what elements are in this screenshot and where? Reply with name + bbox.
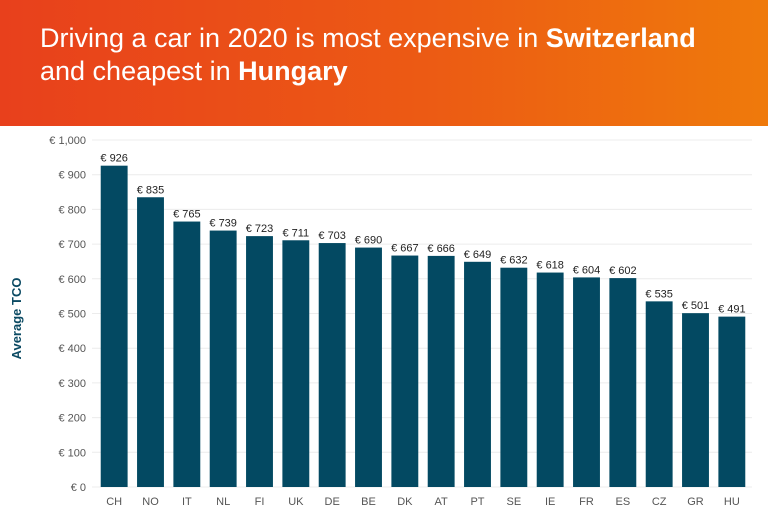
bar-fr [573,277,600,487]
y-tick-label: € 200 [58,413,86,425]
value-label: € 703 [318,230,346,242]
bar-gr [682,313,709,487]
value-label: € 739 [209,218,237,230]
x-tick-label: IE [545,496,555,508]
y-tick-label: € 600 [58,274,86,286]
x-tick-label: CZ [652,496,667,508]
title-highlight-max: Switzerland [545,23,696,53]
bar-fi [246,236,273,487]
value-label: € 618 [536,260,564,272]
y-tick-label: € 100 [58,447,86,459]
x-tick-label: DE [325,496,340,508]
bar-at [427,255,455,487]
value-label: € 602 [609,265,637,277]
value-label: € 632 [500,255,528,267]
bar-uk [282,240,310,487]
bar-ie [536,272,564,487]
x-tick-label: BE [361,496,376,508]
value-label: € 723 [246,223,274,235]
bar-pt [464,261,491,487]
title-banner: Driving a car in 2020 is most expensive … [0,0,768,126]
value-label: € 535 [645,288,673,300]
title-highlight-min: Hungary [238,56,348,86]
y-tick-label: € 500 [58,309,86,321]
y-axis-label: Average TCO [9,278,24,360]
x-tick-label: HU [724,496,740,508]
bar-dk [391,255,419,487]
bar-hu [718,316,746,487]
value-label: € 765 [173,209,201,221]
value-label: € 690 [355,235,383,247]
chart-title: Driving a car in 2020 is most expensive … [40,22,760,88]
bar-de [318,243,346,487]
value-label: € 926 [100,153,128,165]
y-tick-label: € 800 [58,204,86,216]
x-axis-ticks: CH NO IT NL FI UK DE BE DK AT PT SE IE FR ES CZ GR HU [106,496,740,508]
title-line1-text: Driving a car in 2020 is most expensive … [40,23,546,53]
x-tick-label: UK [288,496,304,508]
value-label: € 501 [682,300,710,312]
x-tick-label: PT [470,496,484,508]
value-labels: € 926 € 835 € 765 € 739 € 723 € 711 € 703 € 690… [100,153,745,316]
value-label: € 666 [427,243,455,255]
bar-nl [209,230,237,487]
y-tick-label: € 900 [58,170,86,182]
value-label: € 604 [573,264,601,276]
y-tick-label: € 1,000 [49,135,86,147]
value-label: € 667 [391,243,419,255]
value-label: € 649 [464,249,492,261]
x-tick-label: SE [506,496,521,508]
x-tick-label: FR [579,496,594,508]
value-label: € 835 [137,184,165,196]
bar-cz [645,301,673,487]
chart-area: € 0 € 100 € 200 € 300 € 400 € 500 € 600 € 700 € … [0,126,768,514]
y-axis-ticks: € 0 € 100 € 200 € 300 € 400 € 500 € 600 € 700 € … [49,135,86,494]
x-tick-label: ES [615,496,630,508]
bar-es [609,278,637,487]
y-tick-label: € 400 [58,343,86,355]
x-tick-label: AT [435,496,449,508]
x-tick-label: GR [687,496,704,508]
bar-chart: € 0 € 100 € 200 € 300 € 400 € 500 € 600 € 700 € … [9,135,752,508]
y-tick-label: € 0 [71,482,86,494]
gridlines [92,139,752,488]
bar-it [173,221,201,488]
x-tick-label: DK [397,496,413,508]
x-tick-label: CH [106,496,122,508]
x-tick-label: FI [255,496,265,508]
bar-se [500,267,528,487]
bar-be [355,247,382,487]
x-tick-label: NL [216,496,230,508]
bar-no [137,197,164,487]
y-tick-label: € 700 [58,239,86,251]
x-tick-label: IT [182,496,192,508]
value-label: € 711 [282,227,309,239]
bars [100,165,746,488]
value-label: € 491 [718,304,746,316]
title-line2-text: and cheapest in [40,56,239,86]
y-tick-label: € 300 [58,378,86,390]
x-tick-label: NO [142,496,159,508]
bar-ch [100,165,128,487]
